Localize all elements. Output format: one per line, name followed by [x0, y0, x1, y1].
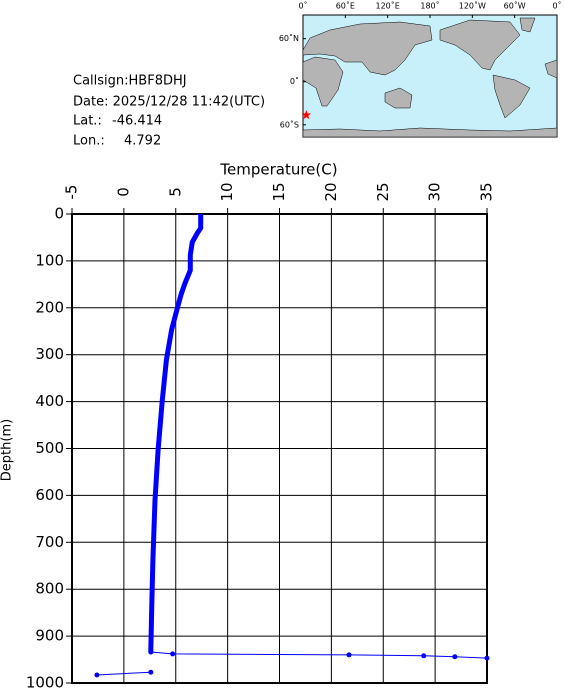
x-tick-label: 20	[322, 182, 340, 201]
y-tick-label: 800	[35, 580, 64, 598]
map-x-tick-label: 120˚E	[376, 1, 400, 11]
map-x-tick-label: 60˚W	[504, 1, 526, 11]
y-axis-title: Depth(m)	[0, 419, 15, 481]
x-tick-label: 0	[114, 187, 132, 197]
x-axis-title: Temperature(C)	[219, 161, 337, 179]
profile-point	[148, 649, 154, 655]
x-tick-label: 10	[218, 182, 236, 201]
profile-point	[484, 655, 490, 661]
profile-point	[421, 653, 427, 659]
y-tick-label: 100	[35, 251, 64, 269]
y-tick-label: 700	[35, 533, 64, 551]
y-tick-label: 300	[35, 345, 64, 363]
profile-line	[96, 651, 488, 676]
map-y-tick-label: 60˚N	[279, 33, 299, 43]
map-land	[302, 17, 558, 138]
y-tick-label: 400	[35, 392, 64, 410]
lat-label: Lat.:	[73, 114, 102, 129]
location-marker	[301, 110, 312, 120]
profile-line	[148, 214, 204, 653]
map-x-tick-label: 120˚W	[459, 1, 486, 11]
y-tick-label: 900	[35, 627, 64, 645]
y-tick-label: 1000	[26, 674, 64, 690]
profile-point	[148, 669, 154, 675]
map-x-tick-label: 60˚E	[336, 1, 355, 11]
plot-frame	[71, 213, 488, 684]
lon-value: 4.792	[124, 134, 161, 149]
y-tick-label: 200	[35, 298, 64, 316]
lat-value: -46.414	[112, 114, 162, 129]
x-tick-label: 30	[426, 182, 444, 201]
callsign: Callsign:HBF8DHJ	[73, 74, 187, 89]
map-x-tick-label: 0˚	[552, 1, 561, 11]
profile-point	[94, 672, 100, 678]
profile-point	[170, 651, 176, 657]
x-tick-label: -5	[63, 185, 81, 200]
map	[302, 14, 558, 138]
map-x-tick-label: 180˚	[420, 1, 439, 11]
y-tick-label: 600	[35, 486, 64, 504]
x-tick-label: 25	[374, 182, 392, 201]
x-tick-label: 35	[478, 182, 496, 201]
profile-point	[452, 654, 458, 660]
map-y-tick-label: 0˚	[290, 76, 299, 86]
profile-point	[346, 652, 352, 658]
x-tick-label: 5	[166, 187, 184, 197]
y-tick-label: 0	[54, 205, 64, 223]
x-tick-label: 15	[270, 182, 288, 201]
y-tick-label: 500	[35, 439, 64, 457]
lon-label: Lon.:	[73, 134, 105, 149]
map-x-tick-label: 0˚	[298, 1, 307, 11]
date: Date: 2025/12/28 11:42(UTC)	[73, 95, 265, 110]
map-y-tick-label: 60˚S	[280, 119, 299, 129]
